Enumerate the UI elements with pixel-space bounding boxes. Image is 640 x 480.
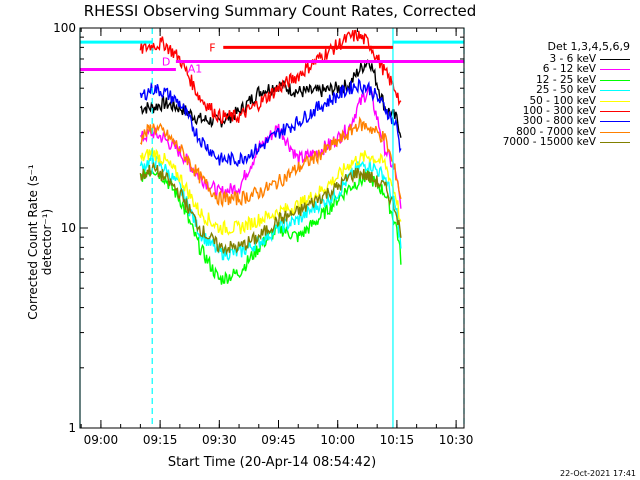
legend-label: 800 - 7000 keV xyxy=(516,125,596,138)
legend-entry: 7000 - 15000 keV xyxy=(478,136,632,149)
y-tick-label: 1 xyxy=(68,421,76,435)
series-line-8 xyxy=(139,162,402,256)
x-tick-label: 10:30 xyxy=(439,433,474,447)
legend-entry: 25 - 50 keV xyxy=(478,84,632,97)
legend-label: 50 - 100 keV xyxy=(529,94,596,107)
plot-axes: 1 10 100 09:00 09:15 09:30 09:45 10:00 10:15 10:3… xyxy=(53,21,473,447)
y-tick-label: 10 xyxy=(61,221,76,235)
y-tick-label: 100 xyxy=(53,21,76,35)
legend-label: 12 - 25 keV xyxy=(536,73,596,86)
legend: Det 1,3,4,5,6,9 3 - 6 keV 6 - 12 keV 12 - … xyxy=(478,40,632,148)
legend-label: 25 - 50 keV xyxy=(536,84,596,97)
legend-swatch xyxy=(600,69,630,71)
legend-entry: 12 - 25 keV xyxy=(478,73,632,86)
series-line-3 xyxy=(139,152,402,262)
legend-label: 6 - 12 keV xyxy=(542,63,596,76)
series-line-4 xyxy=(139,146,402,236)
series-line-6 xyxy=(139,77,402,168)
y-axis-label: Corrected Count Rate (s⁻¹ detector⁻¹) xyxy=(26,164,54,320)
x-axis-label: Start Time (20-Apr-14 08:54:42) xyxy=(167,455,377,470)
legend-entry: 300 - 800 keV xyxy=(478,115,632,128)
legend-entry: 50 - 100 keV xyxy=(478,94,632,107)
legend-swatch xyxy=(600,100,630,102)
legend-swatch xyxy=(600,79,630,81)
series-line-5 xyxy=(139,29,402,124)
x-tick-label: 10:00 xyxy=(320,433,355,447)
legend-swatch xyxy=(600,121,630,123)
series-lines xyxy=(139,29,402,285)
legend-entry: 6 - 12 keV xyxy=(478,63,632,76)
legend-label: 100 - 300 keV xyxy=(522,104,596,117)
chart-title: RHESSI Observing Summary Count Rates, Co… xyxy=(83,2,477,20)
series-line-1 xyxy=(139,85,402,209)
x-tick-label: 10:15 xyxy=(380,433,415,447)
legend-entry: 100 - 300 keV xyxy=(478,104,632,117)
legend-swatch xyxy=(600,90,630,92)
timestamp: 22-Oct-2021 17:41 xyxy=(560,469,636,478)
x-tick-label: 09:00 xyxy=(84,433,119,447)
x-tick-label: 09:30 xyxy=(202,433,237,447)
legend-entry: 3 - 6 keV xyxy=(478,54,632,64)
legend-label: 7000 - 15000 keV xyxy=(502,136,596,149)
annotation-label-0: F xyxy=(209,41,215,54)
legend-label: 3 - 6 keV xyxy=(549,53,596,65)
legend-entry: 800 - 7000 keV xyxy=(478,125,632,138)
legend-swatch xyxy=(600,110,630,112)
annotation-label-1: D xyxy=(162,55,170,68)
x-tick-label: 09:45 xyxy=(261,433,296,447)
legend-swatch xyxy=(600,131,630,133)
legend-swatch xyxy=(600,142,630,144)
series-line-7 xyxy=(139,116,402,208)
x-tick-label: 09:15 xyxy=(143,433,178,447)
legend-label: 300 - 800 keV xyxy=(522,115,596,128)
annotation-label-2: A1 xyxy=(188,62,203,75)
legend-swatch xyxy=(600,59,630,60)
legend-header: Det 1,3,4,5,6,9 xyxy=(547,40,630,53)
